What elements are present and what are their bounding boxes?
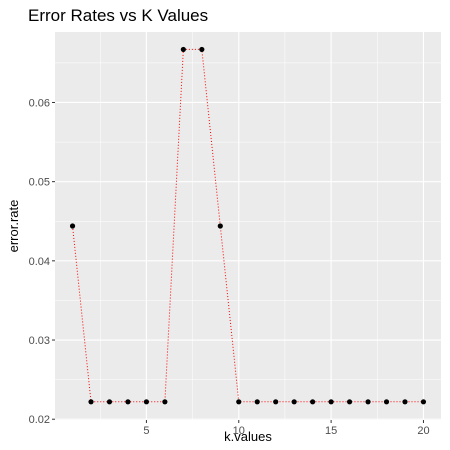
data-point	[199, 46, 205, 53]
error-rate-line	[72, 48, 424, 403]
data-point	[106, 399, 113, 405]
y-axis-title: error.rate	[6, 200, 21, 253]
data-point	[162, 399, 168, 405]
data-point	[402, 399, 408, 405]
data-point	[310, 399, 316, 405]
data-points	[69, 46, 427, 405]
data-point	[125, 399, 131, 405]
data-point	[217, 223, 223, 229]
data-point	[328, 399, 334, 405]
data-point	[143, 399, 150, 405]
y-axis-ticks: 0.02 0.03 0.04 0.05 0.06	[29, 97, 55, 426]
data-point	[254, 399, 260, 405]
minor-gridlines	[55, 32, 441, 420]
data-point	[365, 399, 371, 405]
y-tick-label: 0.05	[29, 177, 50, 189]
x-tick-label: 10	[233, 425, 245, 437]
data-point	[291, 399, 297, 405]
data-point	[88, 399, 94, 405]
x-axis-ticks: 5 10 15 20	[143, 420, 430, 437]
y-tick-label: 0.02	[29, 414, 50, 426]
y-tick-label: 0.04	[29, 256, 50, 268]
data-point	[69, 223, 76, 229]
major-gridlines	[55, 32, 441, 420]
data-point	[236, 399, 242, 405]
x-tick-label: 5	[143, 425, 149, 437]
data-point	[346, 399, 353, 405]
x-tick-label: 20	[417, 425, 429, 437]
data-point	[180, 46, 186, 53]
plot-panel	[55, 32, 441, 420]
chart-title: Error Rates vs K Values	[28, 6, 209, 25]
series-line	[72, 48, 424, 403]
x-axis-title: k.values	[224, 429, 272, 444]
data-point	[420, 399, 427, 405]
x-tick-label: 15	[325, 425, 337, 437]
y-tick-label: 0.03	[29, 335, 50, 347]
y-tick-label: 0.06	[29, 97, 50, 109]
data-point	[383, 399, 390, 405]
data-point	[273, 399, 279, 405]
